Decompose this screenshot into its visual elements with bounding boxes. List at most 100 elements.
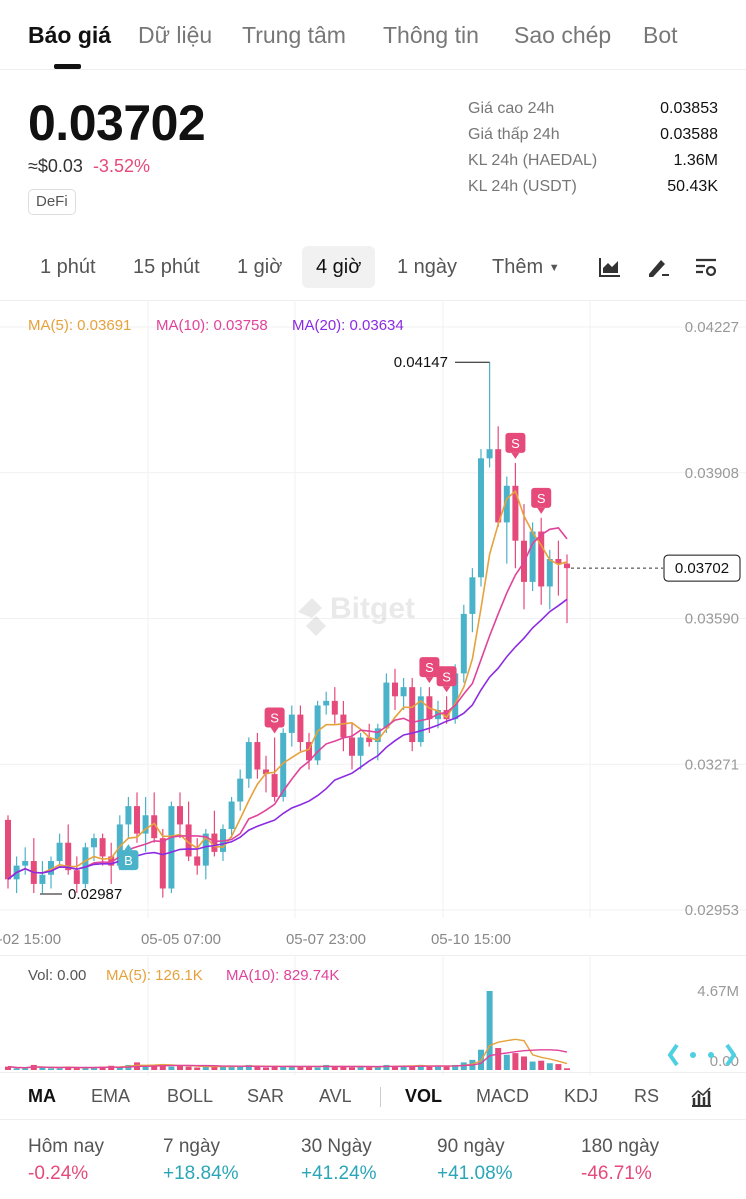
marker-label: S [270, 710, 279, 725]
volume-bar [228, 1066, 235, 1070]
candle-body [392, 682, 398, 697]
marker-pointer [124, 844, 133, 851]
candle-body [134, 806, 140, 834]
tab-center[interactable]: Trung tâm [242, 22, 346, 48]
marker-pointer [511, 452, 520, 459]
volume-bar [73, 1067, 80, 1070]
candle-body [5, 819, 11, 880]
candle-body [340, 714, 347, 738]
interval-15m[interactable]: 15 phút [133, 256, 200, 278]
volume-bar [211, 1065, 218, 1070]
candle-body [323, 700, 330, 706]
volume-bar [297, 1066, 304, 1070]
ma-line-10 [7, 527, 568, 880]
stats-panel: Giá cao 24h 0.03853 Giá thấp 24h 0.03588 K… [468, 100, 718, 204]
volume-bar [177, 1065, 183, 1070]
sell-marker: S [264, 707, 285, 734]
category-tag[interactable]: DeFi [28, 189, 76, 215]
sell-marker: S [531, 487, 552, 514]
tab-bot[interactable]: Bot [643, 22, 678, 48]
volume-bar [426, 1066, 433, 1070]
candle-body [564, 563, 570, 569]
candle-body [297, 714, 304, 743]
perf-30d: 30 Ngày +41.24% [301, 1136, 377, 1185]
candle-body [177, 806, 183, 825]
volume-grid [147, 955, 591, 1075]
marker-label: S [442, 669, 451, 684]
indicator-macd[interactable]: MACD [476, 1086, 529, 1106]
stat-row: KL 24h (HAEDAL) 1.36M [468, 152, 718, 178]
volume-bar [237, 1065, 244, 1070]
candle-body [116, 824, 123, 866]
volume-bar [5, 1066, 11, 1070]
stat-row: Giá cao 24h 0.03853 [468, 100, 718, 126]
tab-quote[interactable]: Báo giá [28, 22, 112, 48]
settings-icon[interactable] [693, 254, 719, 280]
perf-value: +41.08% [437, 1163, 513, 1184]
chart-type-icon[interactable] [597, 254, 623, 280]
interval-1d[interactable]: 1 ngày [397, 256, 458, 278]
indicator-ma[interactable]: MA [28, 1086, 56, 1106]
perf-today: Hôm nay -0.24% [28, 1136, 104, 1185]
indicator-rsi[interactable]: RS [634, 1086, 660, 1106]
indicator-kdj[interactable]: KDJ [564, 1086, 599, 1106]
sell-marker: S [419, 657, 440, 684]
stat-label: KL 24h (USDT) [468, 178, 577, 195]
volume-bar [142, 1066, 149, 1070]
bitget-logo-icon [298, 598, 326, 636]
indicator-boll[interactable]: BOLL [167, 1086, 214, 1106]
divider [0, 300, 746, 301]
candle-body [263, 769, 269, 775]
last-price: 0.03702 [28, 95, 206, 151]
volume-bar [306, 1066, 312, 1070]
volume-bar [392, 1066, 398, 1070]
perf-label: 7 ngày [163, 1136, 221, 1157]
interval-1m[interactable]: 1 phút [40, 256, 96, 278]
stat-label: Giá cao 24h [468, 100, 555, 117]
stat-value: 0.03588 [660, 126, 718, 143]
volume-bar [340, 1066, 347, 1070]
perf-180d: 180 ngày -46.71% [581, 1136, 659, 1185]
candle-body [73, 870, 80, 884]
tab-info[interactable]: Thông tin [383, 22, 479, 48]
candle-body [99, 838, 106, 857]
current-price-box [663, 554, 741, 582]
candle-body [478, 458, 484, 578]
volume-bar [383, 1064, 390, 1070]
interval-more[interactable]: Thêm ▼ [492, 246, 560, 288]
candle-body [237, 778, 244, 802]
volume-bar [400, 1065, 407, 1070]
volume-bar [521, 1056, 527, 1070]
candle-body [383, 682, 390, 729]
tab-copy[interactable]: Sao chép [514, 22, 612, 48]
stat-row: KL 24h (USDT) 50.43K [468, 178, 718, 204]
y-tick-label: 0.02953 [685, 902, 739, 919]
candle-body [108, 856, 115, 866]
volume-ma-line-10 [7, 1049, 568, 1069]
interval-1h[interactable]: 1 giờ [237, 256, 283, 278]
interval-4h[interactable]: 4 giờ [302, 246, 376, 288]
candle-body [151, 815, 158, 839]
x-tick-label: 05-07 23:00 [286, 931, 366, 948]
indicator-avl[interactable]: AVL [319, 1086, 352, 1106]
volume-chart[interactable]: Vol: 0.00 MA(5): 126.1K MA(10): 829.74K 4.… [0, 955, 746, 1075]
indicator-divider [380, 1087, 381, 1107]
tab-data[interactable]: Dữ liệu [138, 22, 213, 48]
expand-icon[interactable] [667, 1043, 737, 1067]
volume-bar [82, 1068, 89, 1070]
indicator-vol[interactable]: VOL [405, 1086, 443, 1106]
indicator-sar[interactable]: SAR [247, 1086, 285, 1106]
watermark-text: Bitget [330, 592, 415, 625]
indicator-settings-icon[interactable] [689, 1085, 713, 1109]
marker-badge [505, 432, 526, 453]
draw-tool-icon[interactable] [645, 254, 671, 280]
marker-label: S [425, 660, 434, 675]
stat-value: 0.03853 [660, 100, 718, 117]
candle-body [538, 531, 545, 587]
stat-value: 50.43K [667, 178, 718, 195]
volume-bar [185, 1066, 192, 1070]
perf-value: +41.24% [301, 1163, 377, 1184]
indicator-ema[interactable]: EMA [91, 1086, 131, 1106]
stat-label: KL 24h (HAEDAL) [468, 152, 598, 169]
